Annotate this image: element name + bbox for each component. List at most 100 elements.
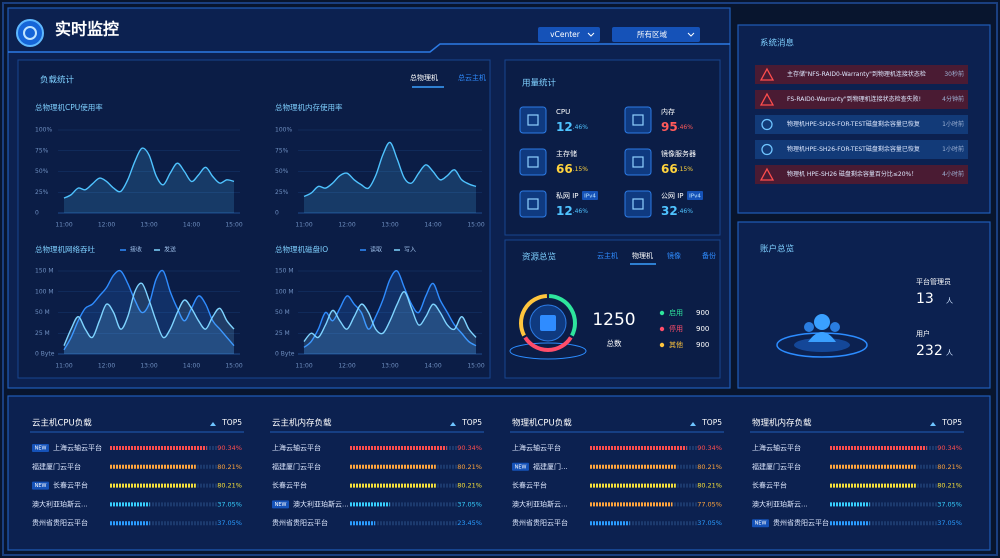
new-badge-bg bbox=[32, 481, 49, 490]
row-name: 澳大利亚珀斯云... bbox=[32, 499, 88, 508]
new-badge: NEW bbox=[755, 521, 767, 527]
top-arrow bbox=[930, 422, 936, 426]
usage-label: 镜像服务器 bbox=[661, 149, 696, 158]
line-series bbox=[63, 269, 235, 351]
usage-value-frac: .46% bbox=[573, 208, 589, 215]
value-label: 80.21% bbox=[937, 482, 962, 490]
message-row[interactable] bbox=[755, 140, 968, 159]
row-name: 贵州省贵阳云平台 bbox=[512, 518, 568, 527]
y-tick-label: 100% bbox=[35, 127, 52, 134]
value-label: 37.05% bbox=[937, 500, 962, 508]
usage-value-frac: .46% bbox=[678, 208, 694, 215]
value-label: 37.05% bbox=[697, 519, 722, 527]
legend-label: 其他 bbox=[669, 340, 683, 349]
message-time: 30秒前 bbox=[944, 70, 964, 78]
y-tick-label: 100 M bbox=[35, 288, 54, 295]
row-name: 上海云轴云平台 bbox=[272, 443, 321, 452]
value-label: 90.34% bbox=[937, 444, 962, 452]
logo-core bbox=[23, 26, 37, 40]
message-row[interactable] bbox=[755, 65, 968, 84]
value-label: 90.34% bbox=[217, 444, 242, 452]
x-tick-label: 12:00 bbox=[98, 222, 115, 229]
row-name: 上海云轴云平台 bbox=[752, 443, 801, 452]
usage-label: 私网 IP bbox=[556, 191, 579, 200]
value-label: 80.21% bbox=[697, 482, 722, 490]
total-value: 1250 bbox=[592, 310, 635, 330]
usage-badge: IPv4 bbox=[584, 194, 596, 200]
message-row[interactable] bbox=[755, 165, 968, 184]
account-label: 用户 bbox=[916, 329, 930, 338]
y-tick-label: 25 M bbox=[275, 330, 290, 337]
new-badge-bg bbox=[512, 462, 529, 471]
ok-icon bbox=[761, 118, 773, 131]
account-pedestal-core bbox=[794, 338, 850, 352]
usage-value-frac: .46% bbox=[573, 124, 589, 131]
account-unit: 人 bbox=[946, 349, 953, 357]
y-tick-label: 0 Byte bbox=[35, 351, 55, 358]
message-row[interactable] bbox=[755, 90, 968, 109]
warning-icon bbox=[759, 167, 775, 181]
tab[interactable]: 镜像 bbox=[667, 251, 681, 260]
usage-value-int: 32 bbox=[661, 204, 678, 218]
message-text: FS-RAID0-Warranty"到物理机连接状态检查失败! bbox=[787, 95, 921, 103]
tab[interactable]: 云主机 bbox=[597, 251, 618, 260]
legend-value: 900 bbox=[696, 309, 709, 317]
usage-icon-glyph bbox=[527, 198, 539, 210]
y-tick-label: 50 M bbox=[275, 309, 290, 316]
section-title: 资源总览 bbox=[522, 252, 556, 263]
line-series bbox=[63, 282, 235, 346]
row-name: 上海云轴云平台 bbox=[512, 443, 561, 452]
legend-value: 900 bbox=[696, 325, 709, 333]
message-time: 1小时前 bbox=[942, 120, 964, 128]
tab[interactable]: 备份 bbox=[702, 251, 716, 260]
legend-label: 接收 bbox=[130, 246, 142, 254]
account-value: 232 bbox=[916, 343, 943, 359]
total-label: 总数 bbox=[607, 338, 622, 348]
y-tick-label: 25% bbox=[275, 189, 289, 196]
row-name: 长春云平台 bbox=[53, 481, 88, 490]
y-tick-label: 150 M bbox=[275, 268, 294, 275]
tab[interactable]: 总云主机 bbox=[458, 73, 486, 82]
y-tick-label: 0 bbox=[275, 210, 279, 217]
message-text: 物理机HPE-SH26-FOR-TEST磁盘剩余容量已恢复 bbox=[787, 120, 920, 128]
row-name: 长春云平台 bbox=[752, 481, 787, 490]
usage-label: 内存 bbox=[661, 107, 675, 116]
usage-value: 32.46% bbox=[661, 204, 693, 218]
usage-value: 12.46% bbox=[556, 120, 588, 134]
badge-bg bbox=[687, 191, 703, 200]
filter-label: vCenter bbox=[550, 30, 581, 39]
donut-icon bbox=[540, 315, 556, 331]
ranking-badge: TOP5 bbox=[461, 418, 482, 427]
y-tick-label: 50 M bbox=[35, 309, 50, 316]
x-tick-label: 15:00 bbox=[467, 222, 484, 229]
ranking-title: 物理机CPU负载 bbox=[512, 418, 572, 429]
message-text: 物理机HPE-SH26-FOR-TEST磁盘剩余容量已恢复 bbox=[787, 145, 920, 153]
message-row[interactable] bbox=[755, 115, 968, 134]
filter-dropdown[interactable] bbox=[538, 27, 600, 42]
account-label: 平台管理员 bbox=[916, 277, 951, 286]
value-label: 37.05% bbox=[217, 500, 242, 508]
legend-dot bbox=[659, 310, 665, 316]
x-tick-label: 11:00 bbox=[295, 222, 312, 229]
filter-dropdown[interactable] bbox=[612, 27, 700, 42]
tab[interactable]: 物理机 bbox=[632, 251, 653, 260]
new-badge: NEW bbox=[35, 483, 47, 489]
usage-value-int: 66 bbox=[556, 162, 573, 176]
header-line bbox=[8, 43, 730, 53]
message-time: 4分钟前 bbox=[942, 95, 964, 103]
usage-value: 66.15% bbox=[661, 162, 693, 176]
usage-icon bbox=[624, 148, 652, 176]
chart-title: 总物理机内存使用率 bbox=[275, 102, 343, 112]
tab[interactable]: 总物理机 bbox=[410, 73, 438, 82]
row-name: 贵州省贵阳云平台 bbox=[272, 518, 328, 527]
x-tick-label: 11:00 bbox=[55, 363, 72, 370]
top-arrow bbox=[210, 422, 216, 426]
usage-icon bbox=[624, 106, 652, 134]
area-fill bbox=[304, 291, 476, 354]
dropdown-arrow bbox=[587, 32, 595, 37]
value-label: 80.21% bbox=[217, 463, 242, 471]
x-tick-label: 13:00 bbox=[140, 363, 157, 370]
x-tick-label: 11:00 bbox=[295, 363, 312, 370]
